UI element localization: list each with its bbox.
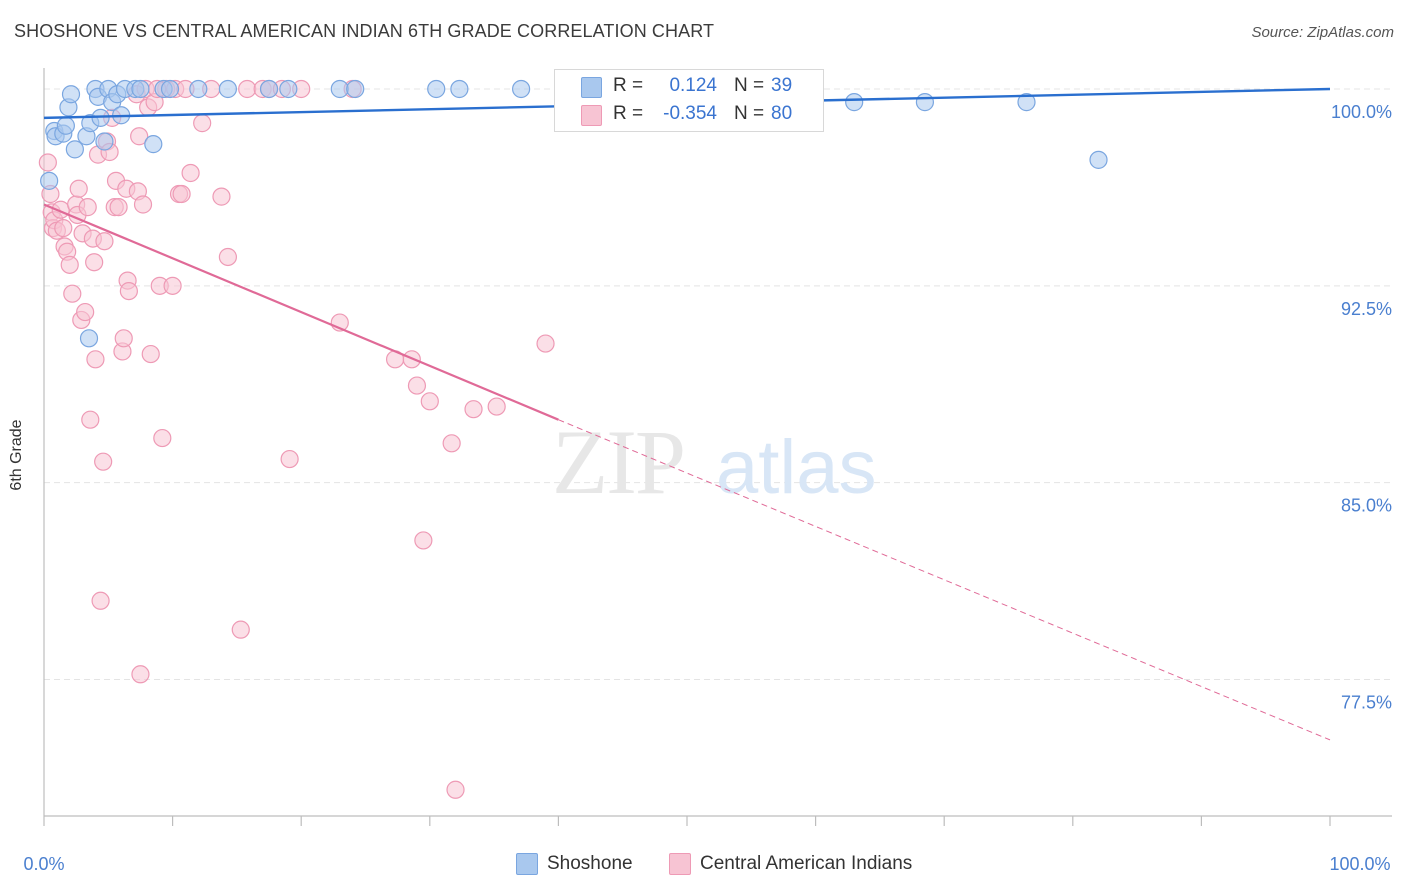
cai-point <box>172 184 191 204</box>
cai-point <box>218 247 237 267</box>
cai-point <box>181 163 200 183</box>
cai-n-value: 80 <box>771 103 793 124</box>
legend-n-label: N = <box>734 75 765 96</box>
shoshone-point <box>79 329 99 348</box>
cai-point <box>231 620 250 639</box>
shoshone-point <box>512 79 531 99</box>
shoshone-swatch <box>581 77 602 98</box>
shoshone-point <box>915 93 935 112</box>
cai-point <box>76 302 95 322</box>
shoshone-point <box>427 79 446 99</box>
cai-point <box>91 591 110 610</box>
shoshone-n-value: 39 <box>771 75 793 96</box>
series-shoshone-points <box>40 79 1108 348</box>
cai-point <box>131 665 150 684</box>
cai-trend-line <box>43 203 559 421</box>
y-tick-label: 92.5% <box>1341 299 1392 319</box>
shoshone-point <box>56 116 75 135</box>
cai-point <box>212 187 231 206</box>
cai-point <box>38 153 57 172</box>
shoshone-point <box>346 79 365 99</box>
shoshone-legend-swatch <box>516 853 538 875</box>
y-tick-labels: 100.0% 92.5% 85.0% 77.5% <box>1331 102 1392 713</box>
shoshone-point <box>95 132 114 151</box>
cai-point <box>130 127 149 146</box>
shoshone-point <box>1089 150 1108 169</box>
y-tick-label: 85.0% <box>1341 496 1392 516</box>
shoshone-legend-label: Shoshone <box>547 853 633 874</box>
cai-point <box>414 531 433 550</box>
cai-point <box>133 195 153 214</box>
cai-legend-swatch <box>669 853 691 875</box>
cai-point <box>238 79 257 99</box>
cai-point <box>487 397 506 416</box>
cai-point <box>94 452 113 471</box>
cai-point <box>69 179 88 198</box>
shoshone-point <box>189 79 208 99</box>
cai-swatch <box>581 105 602 126</box>
gridlines <box>44 88 1392 681</box>
shoshone-point <box>450 79 469 99</box>
shoshone-point <box>61 85 81 104</box>
legend-r-label: R = <box>613 75 644 96</box>
cai-point <box>85 253 104 272</box>
legend-n-label: N = <box>734 103 765 124</box>
legend-row-cai: R = -0.354 N = 80 <box>555 101 823 127</box>
cai-point <box>442 434 461 453</box>
shoshone-point <box>65 140 84 159</box>
shoshone-point <box>40 171 59 190</box>
shoshone-r-value: 0.124 <box>669 75 717 96</box>
cai-trend-extension <box>558 419 1331 741</box>
cai-legend-label: Central American Indians <box>700 853 913 874</box>
series-central-american-indians-points <box>38 79 555 799</box>
shoshone-point <box>144 135 163 154</box>
watermark-zip: ZIP <box>552 411 684 513</box>
legend-r-label: R = <box>613 103 644 124</box>
cai-r-value: -0.354 <box>663 103 717 124</box>
watermark-atlas: atlas <box>716 425 877 510</box>
cai-point <box>114 329 133 348</box>
chart-title: SHOSHONE VS CENTRAL AMERICAN INDIAN 6TH … <box>14 21 715 41</box>
cai-point <box>81 410 100 429</box>
cai-point <box>60 255 79 274</box>
cai-point <box>63 284 82 303</box>
cai-point <box>163 276 182 295</box>
legend-row-shoshone: R = 0.124 N = 39 <box>555 73 823 99</box>
cai-point <box>109 198 128 217</box>
shoshone-point <box>330 79 349 99</box>
shoshone-point <box>1017 93 1036 112</box>
cai-point <box>280 449 299 469</box>
cai-point <box>153 428 172 448</box>
cai-point <box>420 392 439 411</box>
cai-point <box>119 281 138 301</box>
x-tick-label-max: 100.0% <box>1329 854 1390 874</box>
trend-lines <box>43 87 1331 741</box>
stats-legend: R = 0.124 N = 39 R = -0.354 N = 80 <box>554 69 824 132</box>
cai-point <box>54 218 73 238</box>
shoshone-point <box>131 79 150 99</box>
cai-point <box>407 376 427 395</box>
watermark: ZIP atlas <box>552 411 877 513</box>
shoshone-point <box>845 93 864 112</box>
y-tick-label: 100.0% <box>1331 102 1392 122</box>
shoshone-point <box>218 79 237 99</box>
shoshone-point <box>259 79 279 99</box>
cai-point <box>86 350 105 369</box>
y-tick-label: 77.5% <box>1341 693 1392 713</box>
x-tick-labels: 0.0% 100.0% <box>23 854 1390 874</box>
cai-point <box>141 344 160 364</box>
cai-point <box>78 198 97 217</box>
cai-point <box>193 114 212 133</box>
shoshone-point <box>279 79 298 99</box>
x-tick-label-min: 0.0% <box>23 854 64 874</box>
cai-point <box>464 400 483 419</box>
shoshone-point <box>160 79 180 99</box>
cai-point <box>446 780 465 799</box>
cai-point <box>536 334 555 353</box>
chart-source: Source: ZipAtlas.com <box>1251 24 1394 41</box>
cai-point <box>95 232 114 251</box>
